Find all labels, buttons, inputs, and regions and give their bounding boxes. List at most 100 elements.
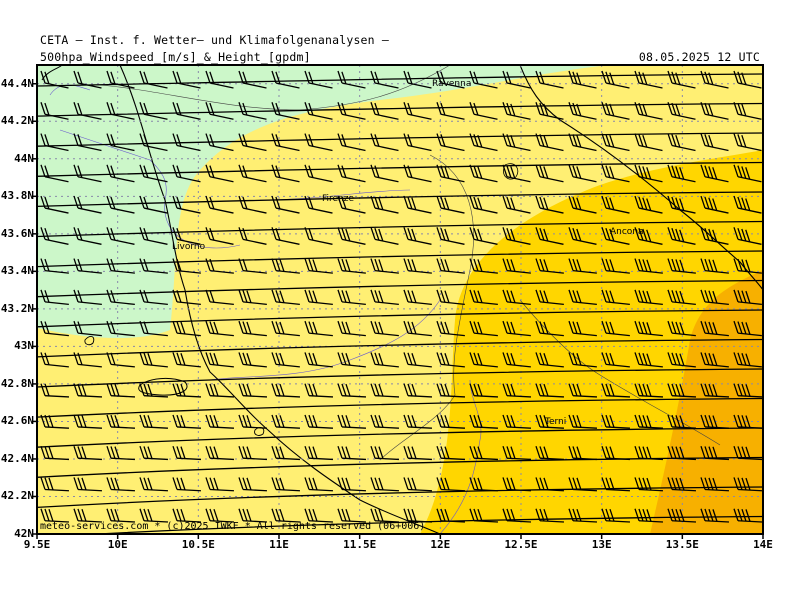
wind-barb <box>535 258 564 274</box>
wind-barb <box>601 133 630 152</box>
wind-barb <box>436 102 465 120</box>
wind-barb <box>568 133 597 152</box>
wind-barb <box>304 352 333 368</box>
wind-barb <box>370 352 399 368</box>
wind-barb <box>205 352 234 368</box>
wind-barb <box>205 133 234 152</box>
wind-barb <box>370 102 399 120</box>
wind-barb <box>304 227 333 245</box>
wind-barb <box>40 195 69 214</box>
wind-barb <box>238 352 267 368</box>
wind-barb <box>634 508 664 523</box>
wind-barb <box>568 258 597 274</box>
wind-barb <box>700 289 729 306</box>
height-contour <box>37 427 763 448</box>
wind-barb <box>469 352 498 368</box>
wind-barb <box>535 70 564 89</box>
wind-barb <box>271 320 300 337</box>
city-label-terni: Terni <box>545 417 567 427</box>
wind-barb <box>106 477 136 492</box>
wind-barb <box>304 258 333 274</box>
wind-barb <box>403 227 432 245</box>
wind-barb <box>403 477 433 492</box>
wind-barb <box>172 195 201 214</box>
wind-barb <box>370 383 400 398</box>
wind-barb <box>733 320 762 337</box>
wind-barb <box>469 445 499 461</box>
wind-barb <box>469 133 498 152</box>
chart-title: CETA — Inst. f. Wetter— und Klimafolgena… <box>40 33 390 47</box>
wind-barb <box>205 320 234 337</box>
wind-barb <box>601 258 630 274</box>
wind-barb <box>700 508 730 523</box>
wind-barb <box>40 164 69 183</box>
wind-barb <box>601 227 630 245</box>
wind-barb <box>139 414 169 429</box>
wind-barb <box>205 414 235 429</box>
wind-barb <box>601 320 630 337</box>
wind-barb <box>40 414 70 429</box>
wind-barb <box>73 258 102 274</box>
wind-barb <box>106 70 135 89</box>
wind-barb <box>568 383 598 398</box>
wind-barb <box>634 320 663 337</box>
wind-barb <box>469 70 498 89</box>
wind-barb <box>469 383 499 398</box>
wind-barb <box>700 164 729 183</box>
wind-barb <box>238 102 267 120</box>
wind-barb <box>172 414 202 429</box>
wind-barb <box>733 289 762 306</box>
wind-barb <box>403 414 433 429</box>
wind-barb <box>634 383 664 398</box>
border-region-south <box>519 299 721 446</box>
height-contour <box>37 250 763 268</box>
wind-barb <box>469 102 498 120</box>
wind-barb <box>568 477 598 492</box>
wind-barb <box>733 227 762 245</box>
wind-barb <box>106 102 135 120</box>
wind-barb <box>667 352 696 368</box>
wind-barb <box>634 102 663 120</box>
wind-barb <box>304 133 333 152</box>
wind-barb <box>436 414 466 429</box>
wind-barb <box>172 70 201 89</box>
wind-barb <box>733 133 762 152</box>
copyright-notice: meteo-services.com * (c)2025 IWKF * All … <box>40 521 426 532</box>
wind-barb <box>73 508 103 523</box>
wind-barb <box>139 195 168 214</box>
wind-barb <box>40 227 69 245</box>
wind-barb <box>436 70 465 89</box>
wind-barb <box>205 477 235 492</box>
wind-barb <box>271 508 301 523</box>
height-contour <box>37 309 763 328</box>
wind-barb <box>238 195 267 214</box>
wind-barb <box>304 195 333 214</box>
height-contour <box>37 368 763 388</box>
wind-barb <box>139 352 168 368</box>
wind-barb <box>502 227 531 245</box>
wind-barb <box>205 258 234 274</box>
wind-barb <box>73 352 102 368</box>
wind-barb <box>370 164 399 183</box>
height-contour <box>37 161 763 177</box>
wind-barb <box>568 195 597 214</box>
wind-barb <box>271 227 300 245</box>
y-tick-label: 42.4N <box>0 451 34 465</box>
y-tick-label: 43.4N <box>0 264 34 278</box>
wind-barb <box>535 477 565 492</box>
wind-barb <box>469 258 498 274</box>
wind-barb <box>601 414 631 429</box>
wind-barb <box>106 258 135 274</box>
wind-barb <box>403 195 432 214</box>
wind-barb <box>271 195 300 214</box>
fill-level-4 <box>650 270 763 534</box>
wind-barb <box>502 352 531 368</box>
wind-barb <box>634 195 663 214</box>
height-contour <box>37 102 763 117</box>
wind-barb <box>667 133 696 152</box>
wind-barb <box>172 352 201 368</box>
wind-barb <box>403 164 432 183</box>
wind-barb <box>337 227 366 245</box>
wind-barb <box>403 383 433 398</box>
city-label-ancona: Ancona <box>610 227 644 237</box>
